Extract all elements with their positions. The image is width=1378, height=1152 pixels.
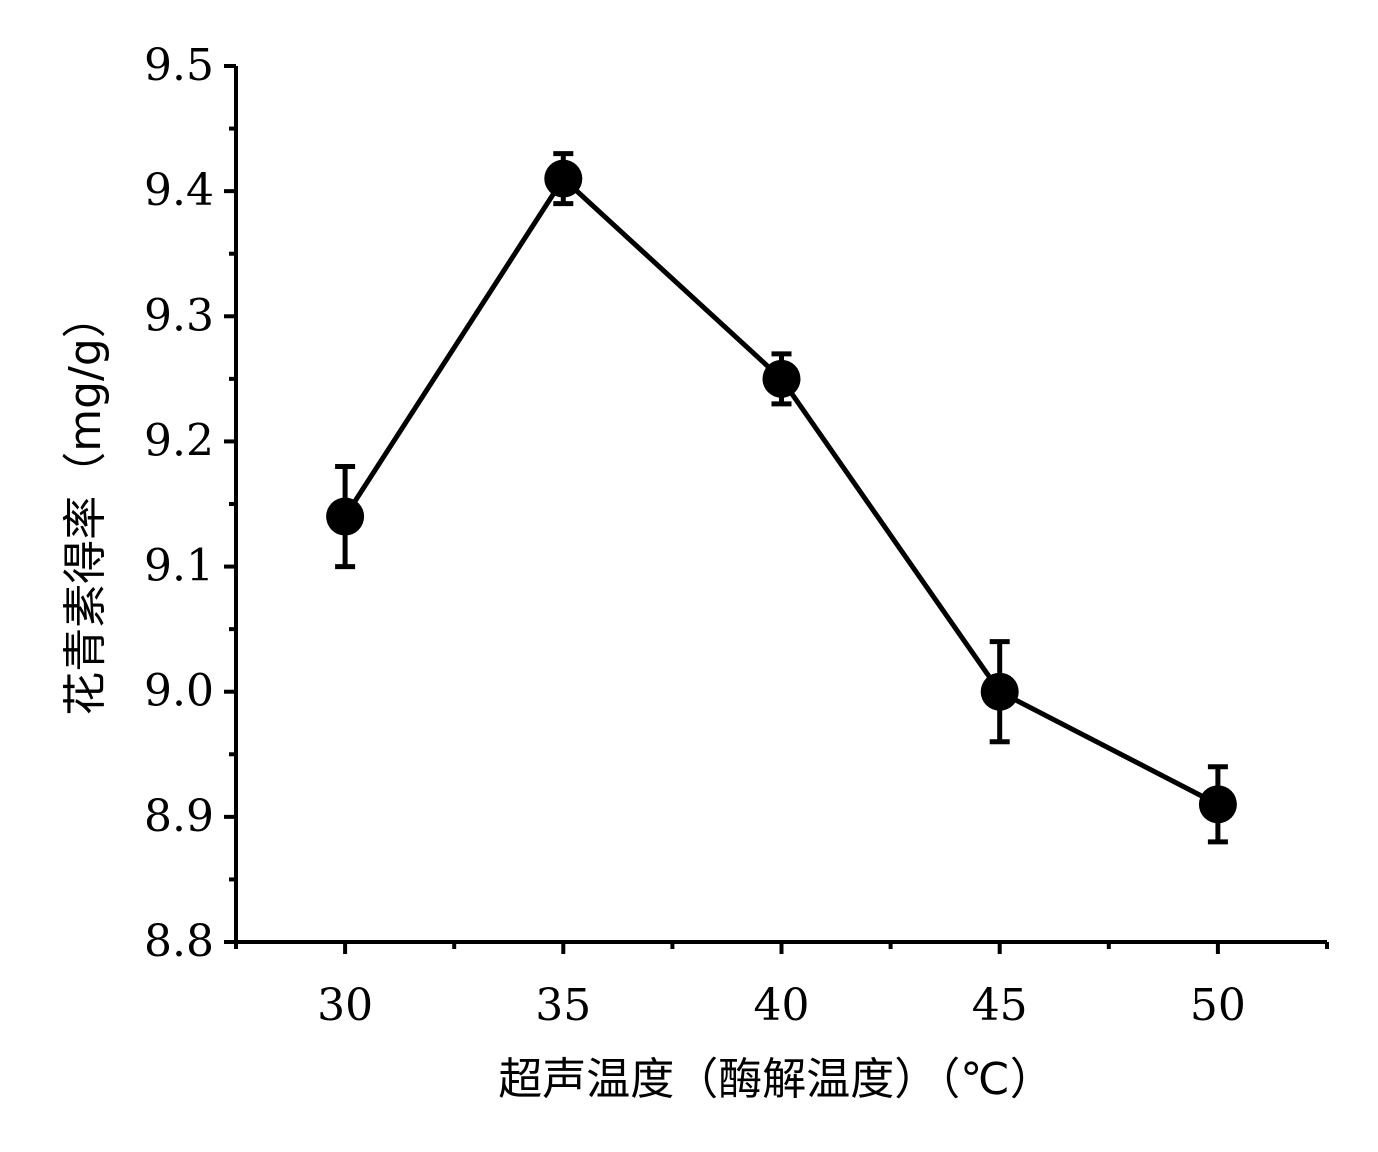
data-point — [980, 672, 1019, 711]
y-tick-label: 9.4 — [144, 165, 214, 216]
x-ticks: 30 35 40 45 50 — [234, 942, 1329, 1031]
y-tick-label: 9.2 — [144, 415, 214, 466]
y-axis-title: 花青素得率（mg/g） — [60, 294, 111, 716]
x-tick-label: 30 — [317, 980, 373, 1031]
y-tick-label: 9.5 — [144, 40, 214, 91]
data-point — [1198, 785, 1237, 824]
axes — [234, 66, 1327, 944]
data-point — [544, 159, 583, 198]
data-point — [326, 497, 365, 536]
y-ticks: 8.8 8.9 9.0 9.1 9.2 9.3 9.4 9.5 — [144, 40, 236, 967]
series-line — [342, 176, 1220, 807]
y-tick-label: 9.3 — [144, 290, 214, 341]
series-layer — [326, 151, 1237, 845]
x-tick-label: 40 — [754, 980, 810, 1031]
x-tick-label: 45 — [972, 980, 1028, 1031]
y-tick-label: 9.0 — [144, 666, 214, 717]
x-tick-label: 50 — [1190, 980, 1246, 1031]
y-tick-label: 9.1 — [144, 541, 214, 592]
x-tick-label: 35 — [535, 980, 591, 1031]
data-point — [762, 359, 801, 398]
x-axis-title: 超声温度（酶解温度）（℃） — [498, 1054, 1053, 1105]
y-tick-label: 8.8 — [144, 916, 214, 967]
y-tick-label: 8.9 — [144, 791, 214, 842]
